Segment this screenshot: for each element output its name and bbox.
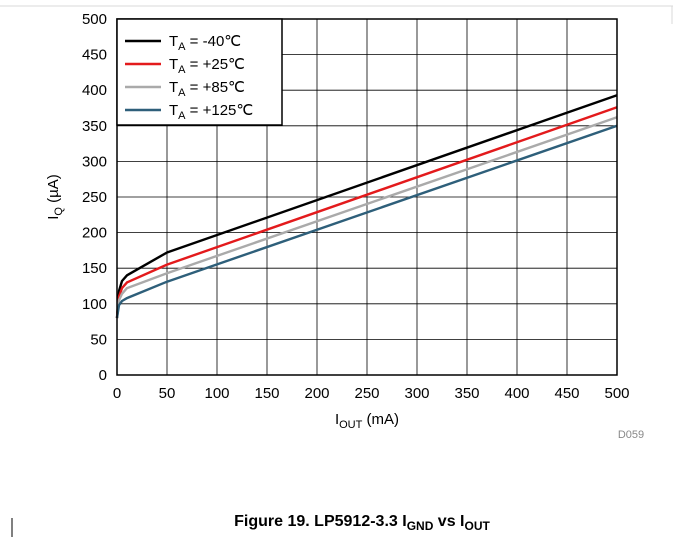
y-axis-title: IQ (µA) (45, 174, 65, 220)
legend-label-3: TA = +85℃ (169, 79, 245, 99)
x-tick-label: 300 (404, 385, 429, 402)
x-tick-label: 450 (554, 385, 579, 402)
x-tick-label: 50 (159, 385, 176, 402)
x-tick-label: 100 (204, 385, 229, 402)
y-tick-label: 350 (82, 118, 107, 135)
series-lines (115, 94, 618, 319)
y-tick-label: 500 (82, 11, 107, 28)
x-tick-label: 500 (604, 385, 629, 402)
legend-label-1: TA = -40℃ (169, 33, 241, 53)
y-tick-label: 150 (82, 260, 107, 277)
y-tick-label: 250 (82, 189, 107, 206)
y-tick-label: 0 (99, 367, 107, 384)
legend: TA = -40℃ TA = +25℃ TA = +85℃ TA = +125℃ (116, 18, 283, 126)
x-tick-label: 350 (454, 385, 479, 402)
figure-code: D059 (618, 429, 644, 441)
y-tick-label: 300 (82, 153, 107, 170)
x-axis-title: IOUT (mA) (335, 411, 399, 431)
y-tick-label: 100 (82, 296, 107, 313)
legend-box (116, 18, 283, 126)
x-tick-label: 0 (113, 385, 121, 402)
x-tick-label: 250 (354, 385, 379, 402)
y-tick-label: 400 (82, 82, 107, 99)
figure-caption: Figure 19. LP5912-3.3 IGND vs IOUT (234, 513, 490, 533)
x-tick-label: 400 (504, 385, 529, 402)
y-tick-label: 200 (82, 225, 107, 242)
legend-label-4: TA = +125℃ (169, 102, 253, 122)
y-tick-label: 450 (82, 47, 107, 64)
plot-area-border (116, 18, 618, 376)
legend-label-2: TA = +25℃ (169, 56, 245, 76)
y-tick-labels: 0 50 100 150 200 250 300 350 400 450 500 (82, 11, 107, 384)
x-tick-label: 150 (254, 385, 279, 402)
x-tick-label: 200 (304, 385, 329, 402)
series-line-3 (115, 116, 618, 319)
y-tick-label: 50 (90, 331, 107, 348)
x-tick-labels: 0 50 100 150 200 250 300 350 400 450 500 (113, 385, 630, 402)
series-line-4 (115, 124, 618, 319)
